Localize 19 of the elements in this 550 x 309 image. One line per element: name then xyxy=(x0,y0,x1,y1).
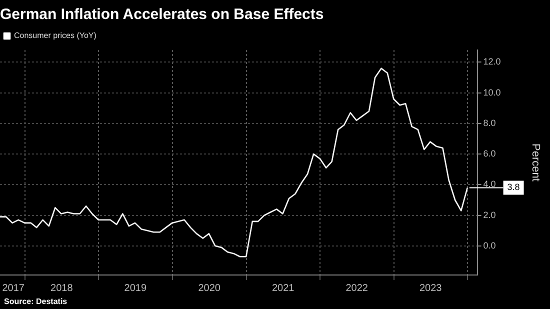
y-tick-label: 10.0 xyxy=(483,87,501,98)
y-tick-label: 12.0 xyxy=(483,56,501,67)
x-tick-label: 2020 xyxy=(198,282,221,294)
y-tick-label: 6.0 xyxy=(483,148,496,159)
y-tick-label: 8.0 xyxy=(483,118,496,128)
y-tick-label: 0.0 xyxy=(483,240,496,250)
x-tick-label: 2021 xyxy=(272,282,295,294)
x-tick-label: 2022 xyxy=(346,282,368,294)
legend-label: Consumer prices (YoY) xyxy=(14,31,97,40)
x-tick-label: 2023 xyxy=(419,282,442,294)
y-tick-label: 2.0 xyxy=(483,210,496,220)
x-tick-label: 2017 xyxy=(2,282,25,294)
x-tick-label: 2018 xyxy=(50,282,74,294)
y-tick-label: 4.0 xyxy=(483,179,496,190)
chart-title: German Inflation Accelerates on Base Effects xyxy=(0,6,324,24)
x-tick-label: 2019 xyxy=(124,282,147,294)
source-note: Source: Destatis xyxy=(4,297,68,306)
text: 3.8 xyxy=(507,182,520,192)
y-axis-title: Percent xyxy=(529,144,542,182)
